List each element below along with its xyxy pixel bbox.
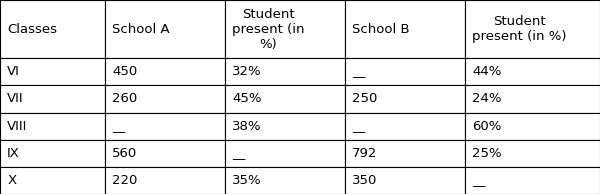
Text: __: __ [112, 120, 125, 133]
Bar [105, 113, 225, 140]
Bar [0, 0, 105, 58]
Bar [105, 0, 225, 58]
Bar [465, 113, 600, 140]
Bar [225, 140, 345, 167]
Bar [345, 167, 465, 194]
Text: 60%: 60% [472, 120, 502, 133]
Text: 250: 250 [352, 92, 377, 106]
Text: VIII: VIII [7, 120, 28, 133]
Bar [465, 0, 600, 58]
Bar [225, 58, 345, 85]
Text: 260: 260 [112, 92, 137, 106]
Bar [465, 167, 600, 194]
Text: __: __ [232, 147, 245, 160]
Text: 450: 450 [112, 65, 137, 78]
Text: 35%: 35% [232, 174, 262, 187]
Bar [345, 85, 465, 113]
Bar [225, 85, 345, 113]
Bar [465, 58, 600, 85]
Bar [345, 58, 465, 85]
Bar [105, 167, 225, 194]
Text: __: __ [352, 65, 365, 78]
Text: X: X [7, 174, 16, 187]
Bar [345, 0, 465, 58]
Text: VI: VI [7, 65, 20, 78]
Text: __: __ [472, 174, 485, 187]
Bar [0, 58, 105, 85]
Text: School B: School B [352, 23, 410, 36]
Bar [345, 113, 465, 140]
Text: VII: VII [7, 92, 24, 106]
Text: 560: 560 [112, 147, 137, 160]
Bar [105, 85, 225, 113]
Bar [105, 58, 225, 85]
Bar [0, 113, 105, 140]
Text: 792: 792 [352, 147, 377, 160]
Bar [0, 140, 105, 167]
Text: 220: 220 [112, 174, 137, 187]
Bar [225, 167, 345, 194]
Text: 25%: 25% [472, 147, 502, 160]
Bar [105, 140, 225, 167]
Text: Student
present (in %): Student present (in %) [472, 15, 566, 43]
Text: Classes: Classes [7, 23, 57, 36]
Text: Student
present (in
%): Student present (in %) [232, 8, 305, 51]
Text: School A: School A [112, 23, 170, 36]
Text: 38%: 38% [232, 120, 262, 133]
Text: 45%: 45% [232, 92, 262, 106]
Bar [465, 85, 600, 113]
Bar [0, 85, 105, 113]
Bar [225, 113, 345, 140]
Bar [0, 167, 105, 194]
Text: 350: 350 [352, 174, 377, 187]
Text: __: __ [352, 120, 365, 133]
Text: 44%: 44% [472, 65, 502, 78]
Bar [345, 140, 465, 167]
Text: IX: IX [7, 147, 20, 160]
Bar [225, 0, 345, 58]
Text: 24%: 24% [472, 92, 502, 106]
Bar [465, 140, 600, 167]
Text: 32%: 32% [232, 65, 262, 78]
